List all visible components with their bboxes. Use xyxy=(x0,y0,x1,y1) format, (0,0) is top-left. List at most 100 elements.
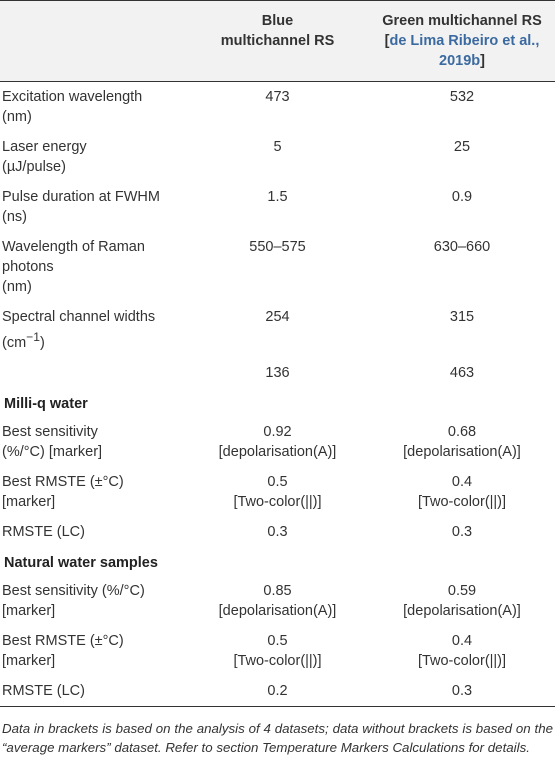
section-title: Natural water samples xyxy=(4,554,158,571)
param-unit: (µJ/pulse) xyxy=(2,159,66,175)
table-row: Pulse duration at FWHM (ns) 1.5 0.9 xyxy=(0,182,555,232)
param-label: Excitation wavelength xyxy=(2,89,143,105)
blue-value: 0.2 xyxy=(186,675,369,707)
blue-value: 550–575 xyxy=(249,239,306,255)
blue-value: 0.5 [Two-color(||)] xyxy=(186,626,369,676)
value-marker: [depolarisation(A)] xyxy=(403,602,521,619)
value-number: 0.92 xyxy=(263,423,292,440)
table-row: RMSTE (LC) 0.2 0.3 xyxy=(0,675,555,707)
param-cell xyxy=(0,358,186,388)
value-marker: [depolarisation(A)] xyxy=(218,443,337,460)
param-unit: (nm) xyxy=(2,279,32,295)
value-number: 0.5 xyxy=(267,473,288,490)
param-cell: RMSTE (LC) xyxy=(2,523,85,540)
table-body: Excitation wavelength (nm) 473 532 Laser … xyxy=(0,82,555,707)
param-unit: [marker] xyxy=(2,602,56,619)
green-value: 532 xyxy=(449,89,475,105)
blue-value: 473 xyxy=(265,89,290,105)
value-number: 0.85 xyxy=(263,582,292,599)
value-number: 0.4 xyxy=(451,632,473,649)
blue-value: 5 xyxy=(273,139,282,155)
param-cell: Excitation wavelength (nm) xyxy=(0,82,186,133)
param-unit: (%/°C) [marker] xyxy=(2,443,103,460)
comparison-table: Blue multichannel RS Green multichannel … xyxy=(0,0,555,707)
table-row: Wavelength of Raman photons (nm) 550–575 … xyxy=(0,232,555,302)
param-cell: Spectral channel widths (cm−1) xyxy=(0,302,186,358)
blue-value: 0.5 [Two-color(||)] xyxy=(186,467,369,517)
table-row: Best RMSTE (±°C) [marker] 0.5 [Two-color(|… xyxy=(0,467,555,517)
value-number: 0.59 xyxy=(447,582,477,599)
param-cell: Wavelength of Raman photons (nm) xyxy=(0,232,186,302)
blue-value: 136 xyxy=(265,364,290,381)
value-marker: [depolarisation(A)] xyxy=(403,443,521,460)
value-marker: [Two-color(||)] xyxy=(417,493,507,510)
header-green-line1: Green multichannel RS xyxy=(382,13,542,29)
table-row: RMSTE (LC) 0.3 0.3 xyxy=(0,517,555,547)
value-number: 0.68 xyxy=(447,423,477,440)
param-label: Spectral channel widths xyxy=(2,309,156,325)
green-value: 0.68 [depolarisation(A)] xyxy=(369,417,555,467)
param-label: Best sensitivity (%/°C) xyxy=(2,582,145,599)
section-heading-row: Milli-q water xyxy=(0,388,555,417)
param-cell: Best RMSTE (±°C) [marker] xyxy=(0,626,186,676)
green-value: 463 xyxy=(449,364,475,381)
green-value: 0.59 [depolarisation(A)] xyxy=(369,576,555,626)
value-number: 0.5 xyxy=(267,632,288,649)
table-row: Best sensitivity (%/°C) [marker] 0.92 [dep… xyxy=(0,417,555,467)
header-param-cell xyxy=(0,1,186,82)
value-marker: [Two-color(||)] xyxy=(233,652,322,669)
table-footnote: Data in brackets is based on the analysi… xyxy=(2,720,553,755)
header-green-rs: Green multichannel RS [de Lima Ribeiro e… xyxy=(369,1,555,82)
param-label: Pulse duration at FWHM xyxy=(2,189,160,205)
unit-superscript: −1 xyxy=(26,330,40,344)
section-heading-row: Natural water samples xyxy=(0,547,555,576)
reference-link[interactable]: de Lima Ribeiro et al., xyxy=(389,33,540,49)
param-unit: (nm) xyxy=(2,109,32,125)
reference-link-year[interactable]: 2019b xyxy=(439,53,481,69)
param-label: Laser energy xyxy=(2,139,87,155)
section-title: Milli-q water xyxy=(4,395,88,412)
table-row: 136 463 xyxy=(0,358,555,388)
param-unit: [marker] xyxy=(2,493,56,510)
param-label: Best RMSTE (±°C) xyxy=(2,473,124,490)
header-ref-open: [ xyxy=(384,33,390,49)
table-row: Spectral channel widths (cm−1) 254 315 xyxy=(0,302,555,358)
param-cell: Pulse duration at FWHM (ns) xyxy=(0,182,186,232)
value-marker: [Two-color(||)] xyxy=(233,493,322,510)
param-unit: (cm−1) xyxy=(2,330,45,351)
blue-value: 0.92 [depolarisation(A)] xyxy=(186,417,369,467)
table-row: Laser energy (µJ/pulse) 5 25 xyxy=(0,132,555,182)
unit-close: ) xyxy=(39,334,45,351)
green-value: 0.4 [Two-color(||)] xyxy=(369,626,555,676)
header-blue-rs: Blue multichannel RS xyxy=(186,1,369,82)
param-cell: Best RMSTE (±°C) [marker] xyxy=(0,467,186,517)
param-label: Best RMSTE (±°C) xyxy=(2,632,124,649)
green-value: 0.3 xyxy=(451,523,473,540)
param-cell: Best sensitivity (%/°C) [marker] xyxy=(0,576,186,626)
table-row: Best RMSTE (±°C) [marker] 0.5 [Two-color(|… xyxy=(0,626,555,676)
value-marker: [depolarisation(A)] xyxy=(218,602,337,619)
green-value: 315 xyxy=(449,309,475,325)
param-cell: Best sensitivity (%/°C) [marker] xyxy=(0,417,186,467)
param-cell: Laser energy (µJ/pulse) xyxy=(0,132,186,182)
green-value: 0.3 xyxy=(369,675,555,707)
param-unit: [marker] xyxy=(2,652,56,669)
unit-text: (cm xyxy=(2,334,27,351)
value-number: 0.4 xyxy=(451,473,473,490)
header-blue-line2: multichannel RS xyxy=(220,33,335,49)
blue-value: 254 xyxy=(265,309,290,325)
green-value: 0.9 xyxy=(451,189,473,205)
green-value: 0.4 [Two-color(||)] xyxy=(369,467,555,517)
table-row: Best sensitivity (%/°C) [marker] 0.85 [dep… xyxy=(0,576,555,626)
blue-value: 1.5 xyxy=(267,189,288,205)
param-label: Best sensitivity xyxy=(2,423,98,440)
value-marker: [Two-color(||)] xyxy=(417,652,507,669)
table-row: Excitation wavelength (nm) 473 532 xyxy=(0,82,555,133)
green-value: 25 xyxy=(453,139,471,155)
param-unit: (ns) xyxy=(2,209,27,225)
blue-value: 0.3 xyxy=(267,523,288,540)
green-value: 630–660 xyxy=(433,239,491,255)
param-cell: RMSTE (LC) xyxy=(0,675,186,707)
table-header: Blue multichannel RS Green multichannel … xyxy=(0,0,555,82)
